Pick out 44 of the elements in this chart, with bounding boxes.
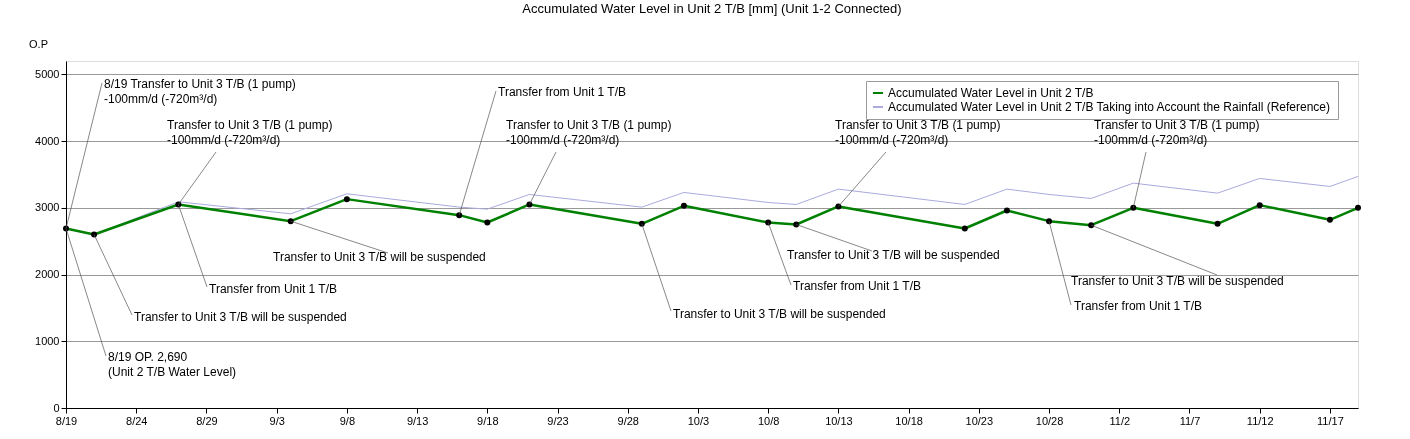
- x-tick-label: 10/13: [825, 414, 853, 427]
- annotation: 8/19 Transfer to Unit 3 T/B (1 pump) -100mm/d (-720m³/d): [104, 77, 296, 106]
- x-tick-label: 8/24: [126, 414, 148, 427]
- annotation: Transfer to Unit 3 T/B will be suspended: [787, 248, 1000, 262]
- annotation: Transfer to Unit 3 T/B will be suspended: [273, 250, 486, 264]
- x-tick-label: 9/23: [547, 414, 569, 427]
- chart-title: Accumulated Water Level in Unit 2 T/B [mm] (Unit 1-2 Connected): [522, 1, 902, 16]
- y-tick-label: 2000: [35, 268, 60, 281]
- x-tick-label: 10/18: [895, 414, 923, 427]
- annotation: Transfer to Unit 3 T/B (1 pump) -100mm/d (-720m³/d): [167, 118, 333, 147]
- annotation: Transfer to Unit 3 T/B will be suspended: [673, 307, 886, 321]
- y-axis-title: O.P: [29, 37, 48, 50]
- annotation: 8/19 OP. 2,690 (Unit 2 T/B Water Level): [108, 350, 237, 379]
- legend-label: Accumulated Water Level in Unit 2 T/B Taking into Account the Rainfall (Reference): [888, 100, 1331, 114]
- annotation: Transfer to Unit 3 T/B (1 pump) -100mm/d (-720m³/d): [1094, 118, 1260, 147]
- x-tick-label: 8/29: [196, 414, 218, 427]
- annotation: Transfer from Unit 1 T/B: [209, 282, 338, 296]
- legend-label: Accumulated Water Level in Unit 2 T/B: [888, 86, 1094, 100]
- annotation: Transfer from Unit 1 T/B: [498, 85, 627, 99]
- x-tick-label: 9/28: [617, 414, 639, 427]
- y-tick-label: 4000: [35, 134, 60, 147]
- annotation: Transfer to Unit 3 T/B will be suspended: [1071, 274, 1284, 288]
- x-tick-label: 9/13: [406, 414, 429, 427]
- x-tick-label: 10/23: [965, 414, 994, 427]
- x-tick-label: 9/3: [269, 414, 285, 427]
- x-tick-label: 10/3: [687, 414, 710, 427]
- x-tick-label: 11/12: [1246, 414, 1274, 427]
- annotation: Transfer to Unit 3 T/B will be suspended: [134, 310, 347, 324]
- annotation: Transfer from Unit 1 T/B: [1074, 299, 1203, 313]
- y-tick-label: 3000: [35, 201, 60, 214]
- x-tick-label: 11/17: [1317, 414, 1344, 427]
- annotation: Transfer from Unit 1 T/B: [793, 279, 922, 293]
- x-tick-label: 11/7: [1179, 414, 1201, 427]
- y-tick-label: 5000: [35, 67, 60, 80]
- annotation: Transfer to Unit 3 T/B (1 pump) -100mm/d (-720m³/d): [835, 118, 1001, 147]
- y-tick-label: 1000: [35, 334, 60, 347]
- annotation: Transfer to Unit 3 T/B (1 pump) -100mm/d (-720m³/d): [506, 118, 672, 147]
- y-tick-label: 0: [53, 401, 60, 414]
- x-tick-label: 11/2: [1109, 414, 1131, 427]
- x-tick-label: 8/19: [55, 414, 78, 427]
- x-tick-label: 10/8: [757, 414, 780, 427]
- x-tick-label: 9/8: [339, 414, 356, 427]
- x-tick-label: 9/18: [477, 414, 499, 427]
- x-tick-label: 10/28: [1035, 414, 1064, 427]
